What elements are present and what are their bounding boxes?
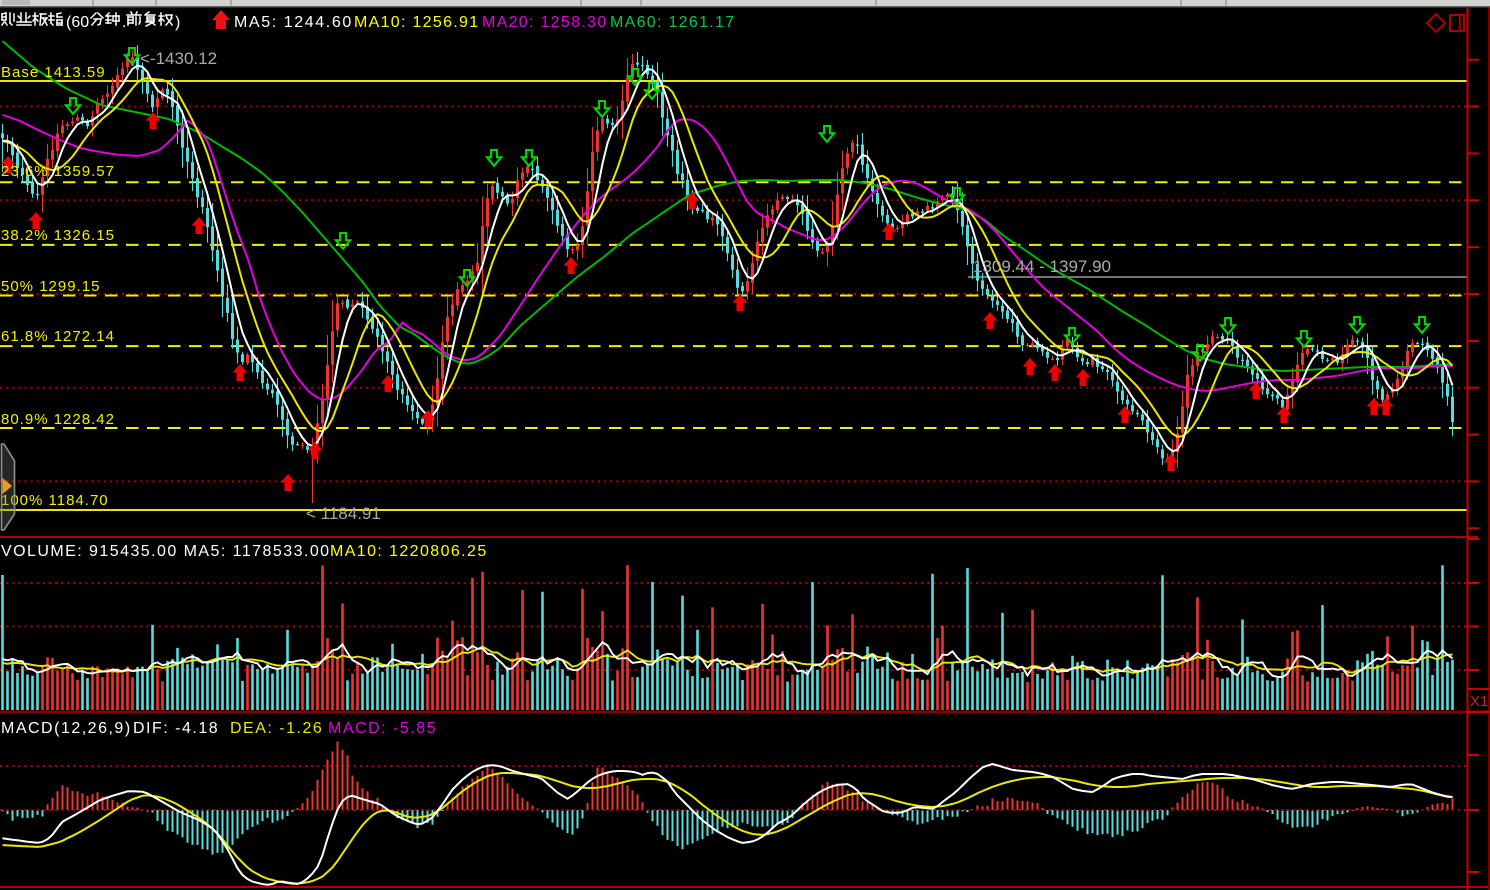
svg-text:MA10: 1220806.25: MA10: 1220806.25 (330, 543, 488, 560)
svg-text:MA20: 1258.30: MA20: 1258.30 (482, 14, 607, 31)
svg-text:61.8% 1272.14: 61.8% 1272.14 (1, 328, 115, 345)
svg-text:X1: X1 (1470, 693, 1488, 710)
svg-text:VOLUME: 915435.00 MA5: 117853: VOLUME: 915435.00 MA5: 1178533.00 (1, 543, 331, 560)
svg-text:DEA: -1.26: DEA: -1.26 (230, 720, 323, 737)
svg-text:80.9% 1228.42: 80.9% 1228.42 (1, 411, 115, 428)
svg-text:(60: (60 (66, 14, 89, 31)
svg-text:Base 1413.59: Base 1413.59 (1, 64, 106, 81)
svg-text:50% 1299.15: 50% 1299.15 (1, 278, 100, 295)
svg-text:DIF: -4.18: DIF: -4.18 (133, 720, 219, 737)
svg-text:MA60: 1261.17: MA60: 1261.17 (610, 14, 735, 31)
svg-text:100% 1184.70: 100% 1184.70 (1, 492, 109, 509)
svg-text:MACD: -5.85: MACD: -5.85 (328, 720, 437, 737)
svg-text:.: . (122, 14, 126, 31)
svg-text:38.2% 1326.15: 38.2% 1326.15 (1, 227, 115, 244)
svg-text:< 1184.91: < 1184.91 (306, 504, 381, 523)
svg-text:MA10: 1256.91: MA10: 1256.91 (354, 14, 479, 31)
svg-text:MA5: 1244.60: MA5: 1244.60 (234, 14, 353, 31)
svg-text:MACD(12,26,9): MACD(12,26,9) (1, 720, 132, 737)
svg-text:1309.44 - 1397.90: 1309.44 - 1397.90 (973, 257, 1111, 276)
svg-text:<-1430.12: <-1430.12 (140, 49, 217, 68)
svg-text:): ) (175, 14, 180, 31)
svg-text:23.6% 1359.57: 23.6% 1359.57 (1, 163, 115, 180)
